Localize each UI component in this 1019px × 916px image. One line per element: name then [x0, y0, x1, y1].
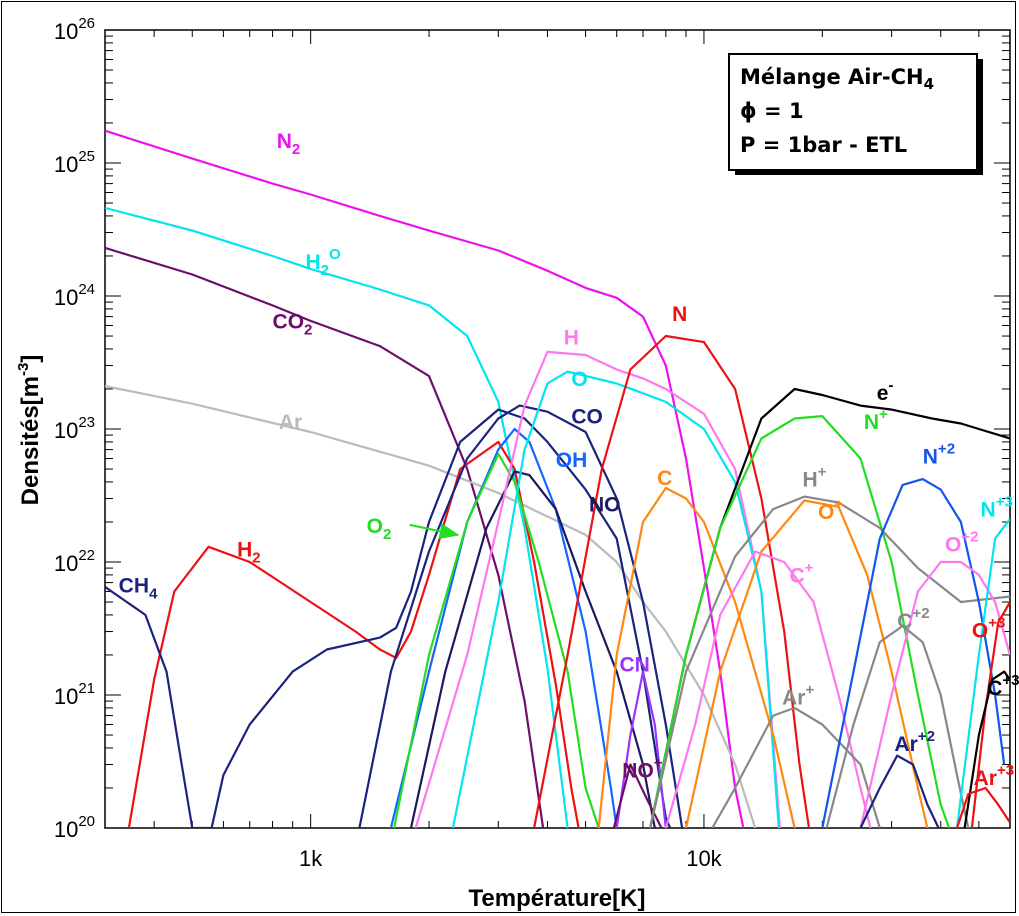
series-line-n-2 [105, 129, 745, 828]
series-line-ar [711, 706, 881, 828]
x-tick-labels: 1k 10k [299, 846, 723, 871]
series-line-h [414, 350, 781, 828]
series-label-ar-2: Ar+2 [894, 728, 935, 756]
series-label-n: N+ [864, 406, 888, 434]
series-label-oh: OH [556, 449, 588, 472]
series-label-e: e- [877, 377, 894, 405]
series-line-o-2 [393, 452, 600, 828]
series-line-co-2 [105, 246, 545, 828]
series-label-h: H+ [802, 463, 826, 491]
series-line-h-2-o [105, 206, 569, 828]
y-tick-label-21: 1021 [54, 680, 95, 709]
series-line-ar-3 [955, 786, 1010, 828]
series-line-h-2 [127, 440, 580, 828]
series-line-n-3 [955, 518, 1010, 828]
series-label-ar: Ar+ [782, 681, 814, 709]
series-label-no: NO+ [622, 754, 663, 782]
series-label-c-3: C+3 [987, 672, 1019, 700]
series-label-n-3: N+3 [981, 493, 1013, 521]
y-tick-labels: 1020 1021 1022 1023 1024 1025 1026 [54, 15, 95, 842]
series-label-co-2: CO2 [273, 310, 313, 338]
series-line-cn [615, 670, 667, 828]
y-tick-label-26: 1026 [54, 15, 95, 44]
series-line-co [358, 404, 684, 828]
series-label-n-2: N+2 [923, 441, 955, 469]
series-label-n: N [672, 303, 687, 326]
series-line-o [451, 370, 780, 828]
series-line-oh [389, 427, 618, 828]
series-label-c: C [657, 467, 672, 490]
series-line-ar-2 [859, 754, 940, 828]
y-tick-label-20: 1020 [54, 813, 95, 842]
y-tick-label-23: 1023 [54, 414, 95, 443]
series-line-c [597, 486, 796, 828]
annotation-label-0: O2 [367, 515, 392, 543]
y-axis-title: Densités[m-3] [15, 355, 44, 506]
y-tick-label-24: 1024 [54, 281, 95, 310]
series-label-h: H [564, 327, 579, 350]
minor-ticks [104, 30, 1011, 828]
series-label-o-2: O+2 [945, 528, 979, 556]
x-tick-label-1k: 1k [299, 846, 323, 871]
series-line-no [409, 470, 656, 828]
series-line-n [649, 415, 951, 828]
series-line-n-2 [821, 478, 1006, 828]
series-label-cn: CN [620, 654, 650, 677]
x-axis-title: Température[K] [469, 885, 646, 912]
series-line-o-3 [970, 601, 1010, 828]
series-line-o-2 [859, 560, 1010, 828]
series-line-o [684, 499, 929, 828]
x-tick-label-10k: 10k [686, 846, 722, 871]
annotation-arrow-0 [409, 523, 460, 540]
series-label-c-2: C+2 [897, 605, 929, 633]
series-line-n [533, 334, 811, 828]
series-label-o: O [571, 368, 587, 391]
series-line-c-2 [825, 624, 970, 828]
series-label-ar-3: Ar+3 [974, 762, 1015, 790]
y-tick-label-22: 1022 [54, 547, 95, 576]
series-label-ar: Ar [279, 411, 302, 434]
series-label-ch-4: CH4 [119, 574, 158, 602]
series-label-no: NO [589, 493, 621, 516]
series-label-h-2: H2 [237, 538, 261, 566]
series-label-n-2: N2 [277, 130, 301, 158]
series-line-c-3 [963, 670, 1010, 828]
series-label-c: C+ [789, 560, 813, 588]
series-label-o-3: O+3 [972, 615, 1006, 643]
series-lines [105, 129, 1010, 828]
series-label-h-2-o: H2O [305, 246, 341, 279]
major-ticks [105, 29, 1010, 829]
series-label-co: CO [571, 405, 603, 428]
series-line-h [649, 495, 1010, 828]
series-line-ar [105, 385, 757, 828]
annotations: O2 [367, 515, 460, 543]
series-line-no [612, 763, 663, 828]
series-label-o: O+ [818, 496, 843, 524]
y-tick-label-25: 1025 [54, 148, 95, 177]
